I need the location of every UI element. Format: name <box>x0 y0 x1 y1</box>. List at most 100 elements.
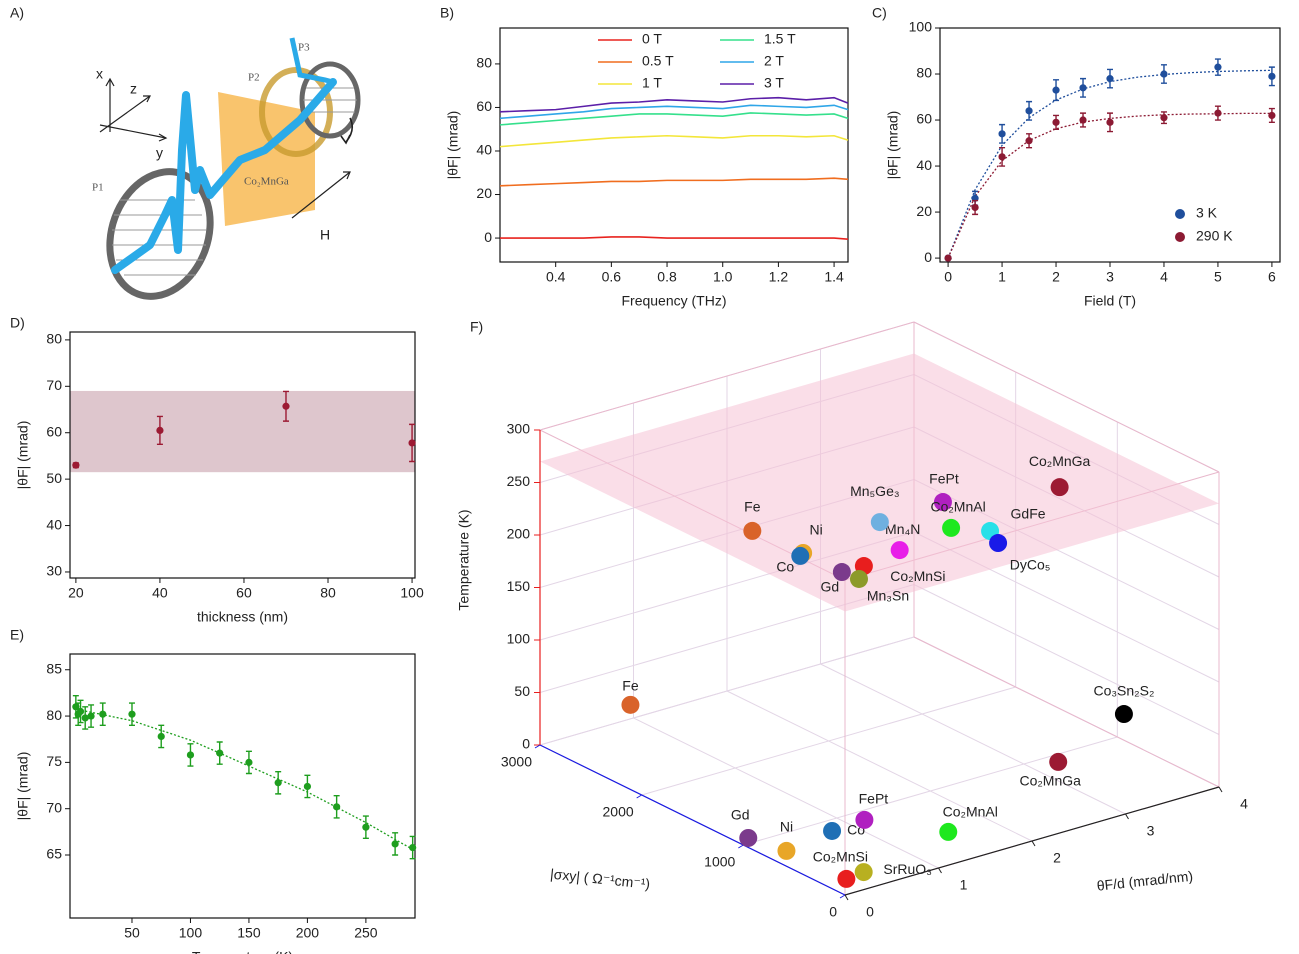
legend-label: 1.5 T <box>764 31 796 47</box>
x-tick-label: 150 <box>237 925 261 941</box>
y-tick-label: 20 <box>476 185 492 201</box>
point-label: Mn₅Ge₃ <box>850 483 899 499</box>
point <box>186 751 195 759</box>
grid-line <box>913 584 1220 735</box>
point <box>944 254 952 262</box>
x-axis-label: |σxy| ( Ω⁻¹cm⁻¹) <box>549 866 650 892</box>
y-axis-label: |θF| (mrad) <box>445 111 461 180</box>
z-tick-label: 250 <box>507 473 531 489</box>
point <box>933 493 952 512</box>
y-tick-label: 20 <box>916 203 932 219</box>
point <box>823 821 842 840</box>
point <box>739 828 758 847</box>
x-tick-label: 100 <box>400 585 424 601</box>
point-label: Co₃Sn₂S₂ <box>1093 683 1154 699</box>
x-tick-label: 100 <box>179 925 203 941</box>
x-tick-label: 2 <box>1052 269 1060 285</box>
legend-label: 2 T <box>764 53 784 69</box>
y-tick <box>844 894 849 901</box>
y-tick-label: 0 <box>866 904 874 920</box>
point-label: Co₂MnSi <box>813 849 868 865</box>
y-tick-label: 80 <box>46 707 62 723</box>
component-label: P2 <box>248 72 260 84</box>
y-tick-label: 80 <box>46 331 62 347</box>
y-tick-label: 2 <box>1053 850 1061 866</box>
y-tick-label: 65 <box>46 846 62 862</box>
plot-frame <box>69 331 416 579</box>
y-axis-label: |θF| (mrad) <box>885 111 901 180</box>
x-tick-label: 4 <box>1160 269 1168 285</box>
y-axis-label: |θF| (mrad) <box>15 421 31 490</box>
fit-curve <box>73 708 413 851</box>
x-tick-label: 1.2 <box>769 269 789 285</box>
x-tick-label: 3000 <box>501 754 532 770</box>
point <box>849 569 868 588</box>
point <box>855 810 874 829</box>
panel-label: A) <box>10 5 24 21</box>
legend-label: 0.5 T <box>642 53 674 69</box>
z-tick-label: 200 <box>507 526 531 542</box>
y-tick-label: 60 <box>916 111 932 127</box>
point <box>87 712 95 720</box>
point <box>99 710 107 718</box>
point <box>1079 116 1087 124</box>
legend-label: 3 K <box>1196 205 1218 221</box>
point-label: GdFe <box>1011 506 1046 522</box>
line <box>499 177 849 187</box>
panel-label: C) <box>872 5 887 21</box>
point <box>989 534 1008 553</box>
point <box>939 822 958 841</box>
y-tick <box>1218 786 1223 793</box>
y-axis-label: θF/d (mrad/nm) <box>1096 868 1194 894</box>
point <box>832 563 851 582</box>
point-label: Co₂MnAl <box>943 804 998 820</box>
grid-line <box>633 717 939 869</box>
y-tick-label: 40 <box>476 142 492 158</box>
point <box>1106 118 1114 126</box>
thz-beam <box>111 78 337 274</box>
point <box>408 439 416 447</box>
point <box>72 461 80 469</box>
point <box>1049 752 1068 771</box>
y-tick-label: 75 <box>46 753 62 769</box>
panel-label: B) <box>440 5 454 21</box>
x-tick <box>738 844 744 849</box>
x-tick-label: 80 <box>320 585 336 601</box>
axes-triad <box>99 77 168 142</box>
point <box>282 402 290 410</box>
x-axis-label: Field (T) <box>1084 293 1136 309</box>
x-tick-label: 5 <box>1214 269 1222 285</box>
point-label: Co₂MnGa <box>1029 453 1091 469</box>
point <box>837 869 856 888</box>
x-tick <box>534 744 541 749</box>
sample-label: Co₂MnGa <box>244 176 289 188</box>
z-axis-label: Temperature (K) <box>456 509 472 610</box>
point <box>1106 75 1114 83</box>
axis-name: z <box>130 81 137 97</box>
x-tick-label: 1000 <box>704 854 735 870</box>
point <box>1025 107 1033 115</box>
panel-label: D) <box>10 315 25 331</box>
point-label: Mn₄N <box>885 521 920 537</box>
point <box>409 844 417 852</box>
panel-label: F) <box>470 319 483 335</box>
grid-line <box>726 690 1033 842</box>
plot-frame <box>69 653 416 919</box>
box-edge <box>913 321 1220 473</box>
axis-name: y <box>156 145 163 161</box>
x-tick-label: 1 <box>998 269 1006 285</box>
y-tick-label: 3 <box>1147 823 1155 839</box>
x-tick-label: 1.0 <box>713 269 733 285</box>
point <box>1160 114 1168 122</box>
point <box>971 203 979 212</box>
y-axis-label: |θF| (mrad) <box>15 752 31 821</box>
x-tick-label: 0.4 <box>546 269 566 285</box>
legend-label: 3 T <box>764 75 784 91</box>
x-tick-label: 1.4 <box>824 269 844 285</box>
point-label: Co₂MnSi <box>890 568 945 584</box>
point <box>998 153 1006 161</box>
x-axis-label: thickness (nm) <box>197 609 288 625</box>
point <box>157 732 165 741</box>
y-tick-label: 60 <box>476 98 492 114</box>
